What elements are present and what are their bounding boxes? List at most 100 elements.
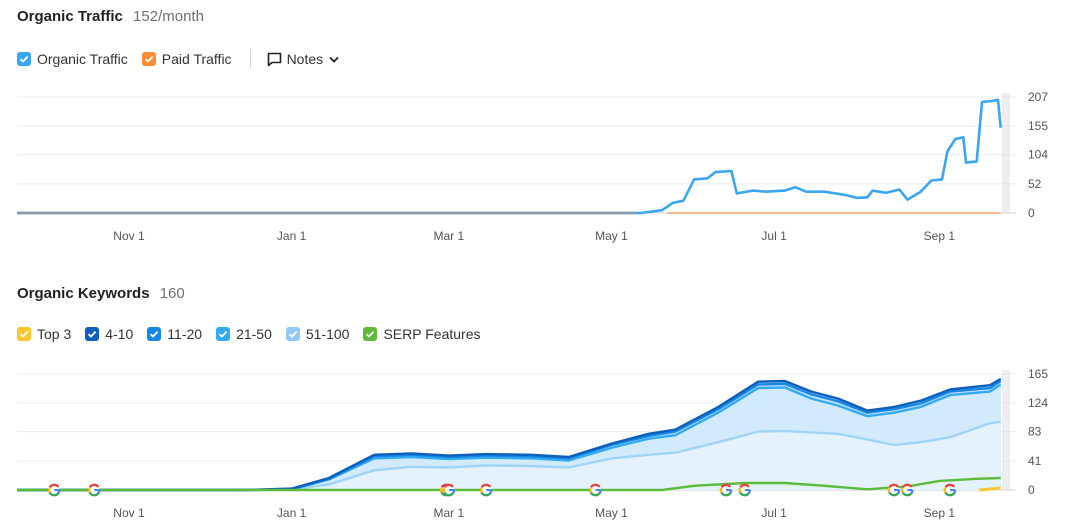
google-icon-red xyxy=(590,483,601,489)
google-icon-red xyxy=(480,483,492,489)
legend-divider xyxy=(249,49,251,69)
organic-keywords-title-row: Organic Keywords 160 xyxy=(17,285,185,302)
y-tick-label: 41 xyxy=(1028,454,1042,468)
google-update-icon xyxy=(943,483,957,497)
checkbox-checked-icon[interactable] xyxy=(85,327,100,341)
x-tick-label: Jul 1 xyxy=(761,506,787,520)
google-icon-green xyxy=(443,492,454,497)
checkbox-checked-icon[interactable] xyxy=(285,327,300,341)
google-icon-yellow xyxy=(88,487,91,494)
google-update-icon xyxy=(738,483,752,497)
traffic-legend: Organic Traffic Paid Traffic Notes xyxy=(17,49,339,69)
checkbox-checked-icon[interactable] xyxy=(17,327,31,341)
legend-label: Top 3 xyxy=(37,326,72,342)
x-tick-label: Nov 1 xyxy=(113,506,145,520)
notes-label: Notes xyxy=(286,51,324,67)
x-tick-label: May 1 xyxy=(595,506,628,520)
x-tick-label: Jan 1 xyxy=(277,506,307,520)
google-icon-red xyxy=(48,483,60,489)
organic-keywords-chart[interactable]: 0 41 83 124 165 Nov 1 Jan 1 Mar 1 May 1 Jul 1 Sep… xyxy=(0,362,1079,522)
x-tick-label: Jul 1 xyxy=(761,229,787,243)
current-period-band xyxy=(1002,370,1010,490)
legend-51-100[interactable]: 51-100 xyxy=(285,326,350,342)
y-tick-label: 52 xyxy=(1028,177,1042,191)
legend-label: 4-10 xyxy=(105,326,134,342)
series-line xyxy=(979,486,1001,492)
legend-organic-traffic[interactable]: Organic Traffic xyxy=(17,51,128,67)
x-tick-label: Mar 1 xyxy=(434,229,465,243)
google-icon-red xyxy=(443,483,454,489)
google-icon-yellow xyxy=(887,487,891,494)
google-icon-yellow xyxy=(943,487,947,494)
chevron-down-icon xyxy=(329,56,339,63)
organic-keywords-title: Organic Keywords xyxy=(17,285,150,302)
keywords-legend: Top 3 4-10 11-20 21-50 51-100 SERP Featu… xyxy=(17,326,494,342)
traffic-gridlines xyxy=(17,93,1016,214)
google-update-markers xyxy=(47,483,957,497)
legend-11-20[interactable]: 11-20 xyxy=(147,326,202,342)
y-tick-label: 104 xyxy=(1028,148,1048,162)
checkbox-checked-icon[interactable] xyxy=(363,327,378,341)
traffic-y-axis: 0 52 104 155 207 xyxy=(1028,90,1048,220)
series-line xyxy=(17,383,1002,492)
x-tick-label: Sep 1 xyxy=(924,229,956,243)
notes-dropdown[interactable]: Notes xyxy=(267,51,340,67)
checkbox-checked-icon[interactable] xyxy=(17,52,31,66)
y-tick-label: 0 xyxy=(1028,206,1035,220)
traffic-series xyxy=(17,98,1002,215)
organic-traffic-chart[interactable]: 0 52 104 155 207 Nov 1 Jan 1 Mar 1 May 1 Jul 1 Se… xyxy=(0,85,1079,245)
google-icon-red xyxy=(720,483,732,489)
y-tick-label: 165 xyxy=(1028,367,1048,381)
google-icon-yellow xyxy=(479,487,483,494)
checkbox-checked-icon[interactable] xyxy=(141,52,156,66)
google-icon-green xyxy=(944,492,955,497)
google-update-icon xyxy=(887,483,901,497)
legend-label: 11-20 xyxy=(167,326,203,342)
comment-icon xyxy=(267,52,282,67)
keywords-x-axis: Nov 1 Jan 1 Mar 1 May 1 Jul 1 Sep 1 xyxy=(113,506,955,520)
google-icon-green xyxy=(739,492,750,497)
google-icon-red xyxy=(901,483,913,489)
legend-21-50[interactable]: 21-50 xyxy=(216,326,272,342)
organic-keywords-value: 160 xyxy=(159,285,185,302)
series-line xyxy=(17,420,1001,492)
legend-4-10[interactable]: 4-10 xyxy=(85,326,133,342)
legend-paid-traffic[interactable]: Paid Traffic xyxy=(141,51,232,67)
legend-serp-features[interactable]: SERP Features xyxy=(363,326,480,342)
x-tick-label: Mar 1 xyxy=(434,506,465,520)
legend-top-3[interactable]: Top 3 xyxy=(17,326,71,342)
legend-label: Organic Traffic xyxy=(37,51,128,67)
google-icon-green xyxy=(888,492,899,497)
keywords-y-axis: 0 41 83 124 165 xyxy=(1028,367,1048,497)
google-icon-green xyxy=(720,492,731,497)
google-icon-green xyxy=(480,492,492,497)
legend-label: 21-50 xyxy=(236,326,272,342)
google-icon-green xyxy=(89,492,100,497)
keywords-series xyxy=(17,377,1002,492)
series-line xyxy=(17,380,1002,492)
google-icon-yellow xyxy=(719,487,723,494)
legend-label: 51-100 xyxy=(305,326,350,342)
traffic-x-axis: Nov 1 Jan 1 Mar 1 May 1 Jul 1 Sep 1 xyxy=(113,229,955,243)
google-icon-yellow xyxy=(589,487,593,494)
x-tick-label: Sep 1 xyxy=(924,506,956,520)
google-icon-yellow xyxy=(738,487,742,494)
y-tick-label: 124 xyxy=(1028,396,1048,410)
google-icon-green xyxy=(590,492,601,497)
google-icon-yellow xyxy=(48,487,51,494)
google-icon-red xyxy=(88,483,100,489)
checkbox-checked-icon[interactable] xyxy=(216,327,231,341)
google-icon-red xyxy=(944,483,956,489)
x-tick-label: Nov 1 xyxy=(113,229,145,243)
google-update-icon xyxy=(88,483,101,497)
checkbox-checked-icon[interactable] xyxy=(147,327,162,341)
x-tick-label: Jan 1 xyxy=(277,229,307,243)
google-update-icon xyxy=(901,483,914,497)
organic-traffic-title: Organic Traffic xyxy=(17,8,123,25)
google-icon-yellow xyxy=(901,487,904,494)
current-period-band xyxy=(1002,93,1010,213)
google-update-icon xyxy=(719,483,733,497)
google-icon-red xyxy=(888,483,900,489)
legend-label: Paid Traffic xyxy=(161,51,232,67)
y-tick-label: 83 xyxy=(1028,425,1042,439)
